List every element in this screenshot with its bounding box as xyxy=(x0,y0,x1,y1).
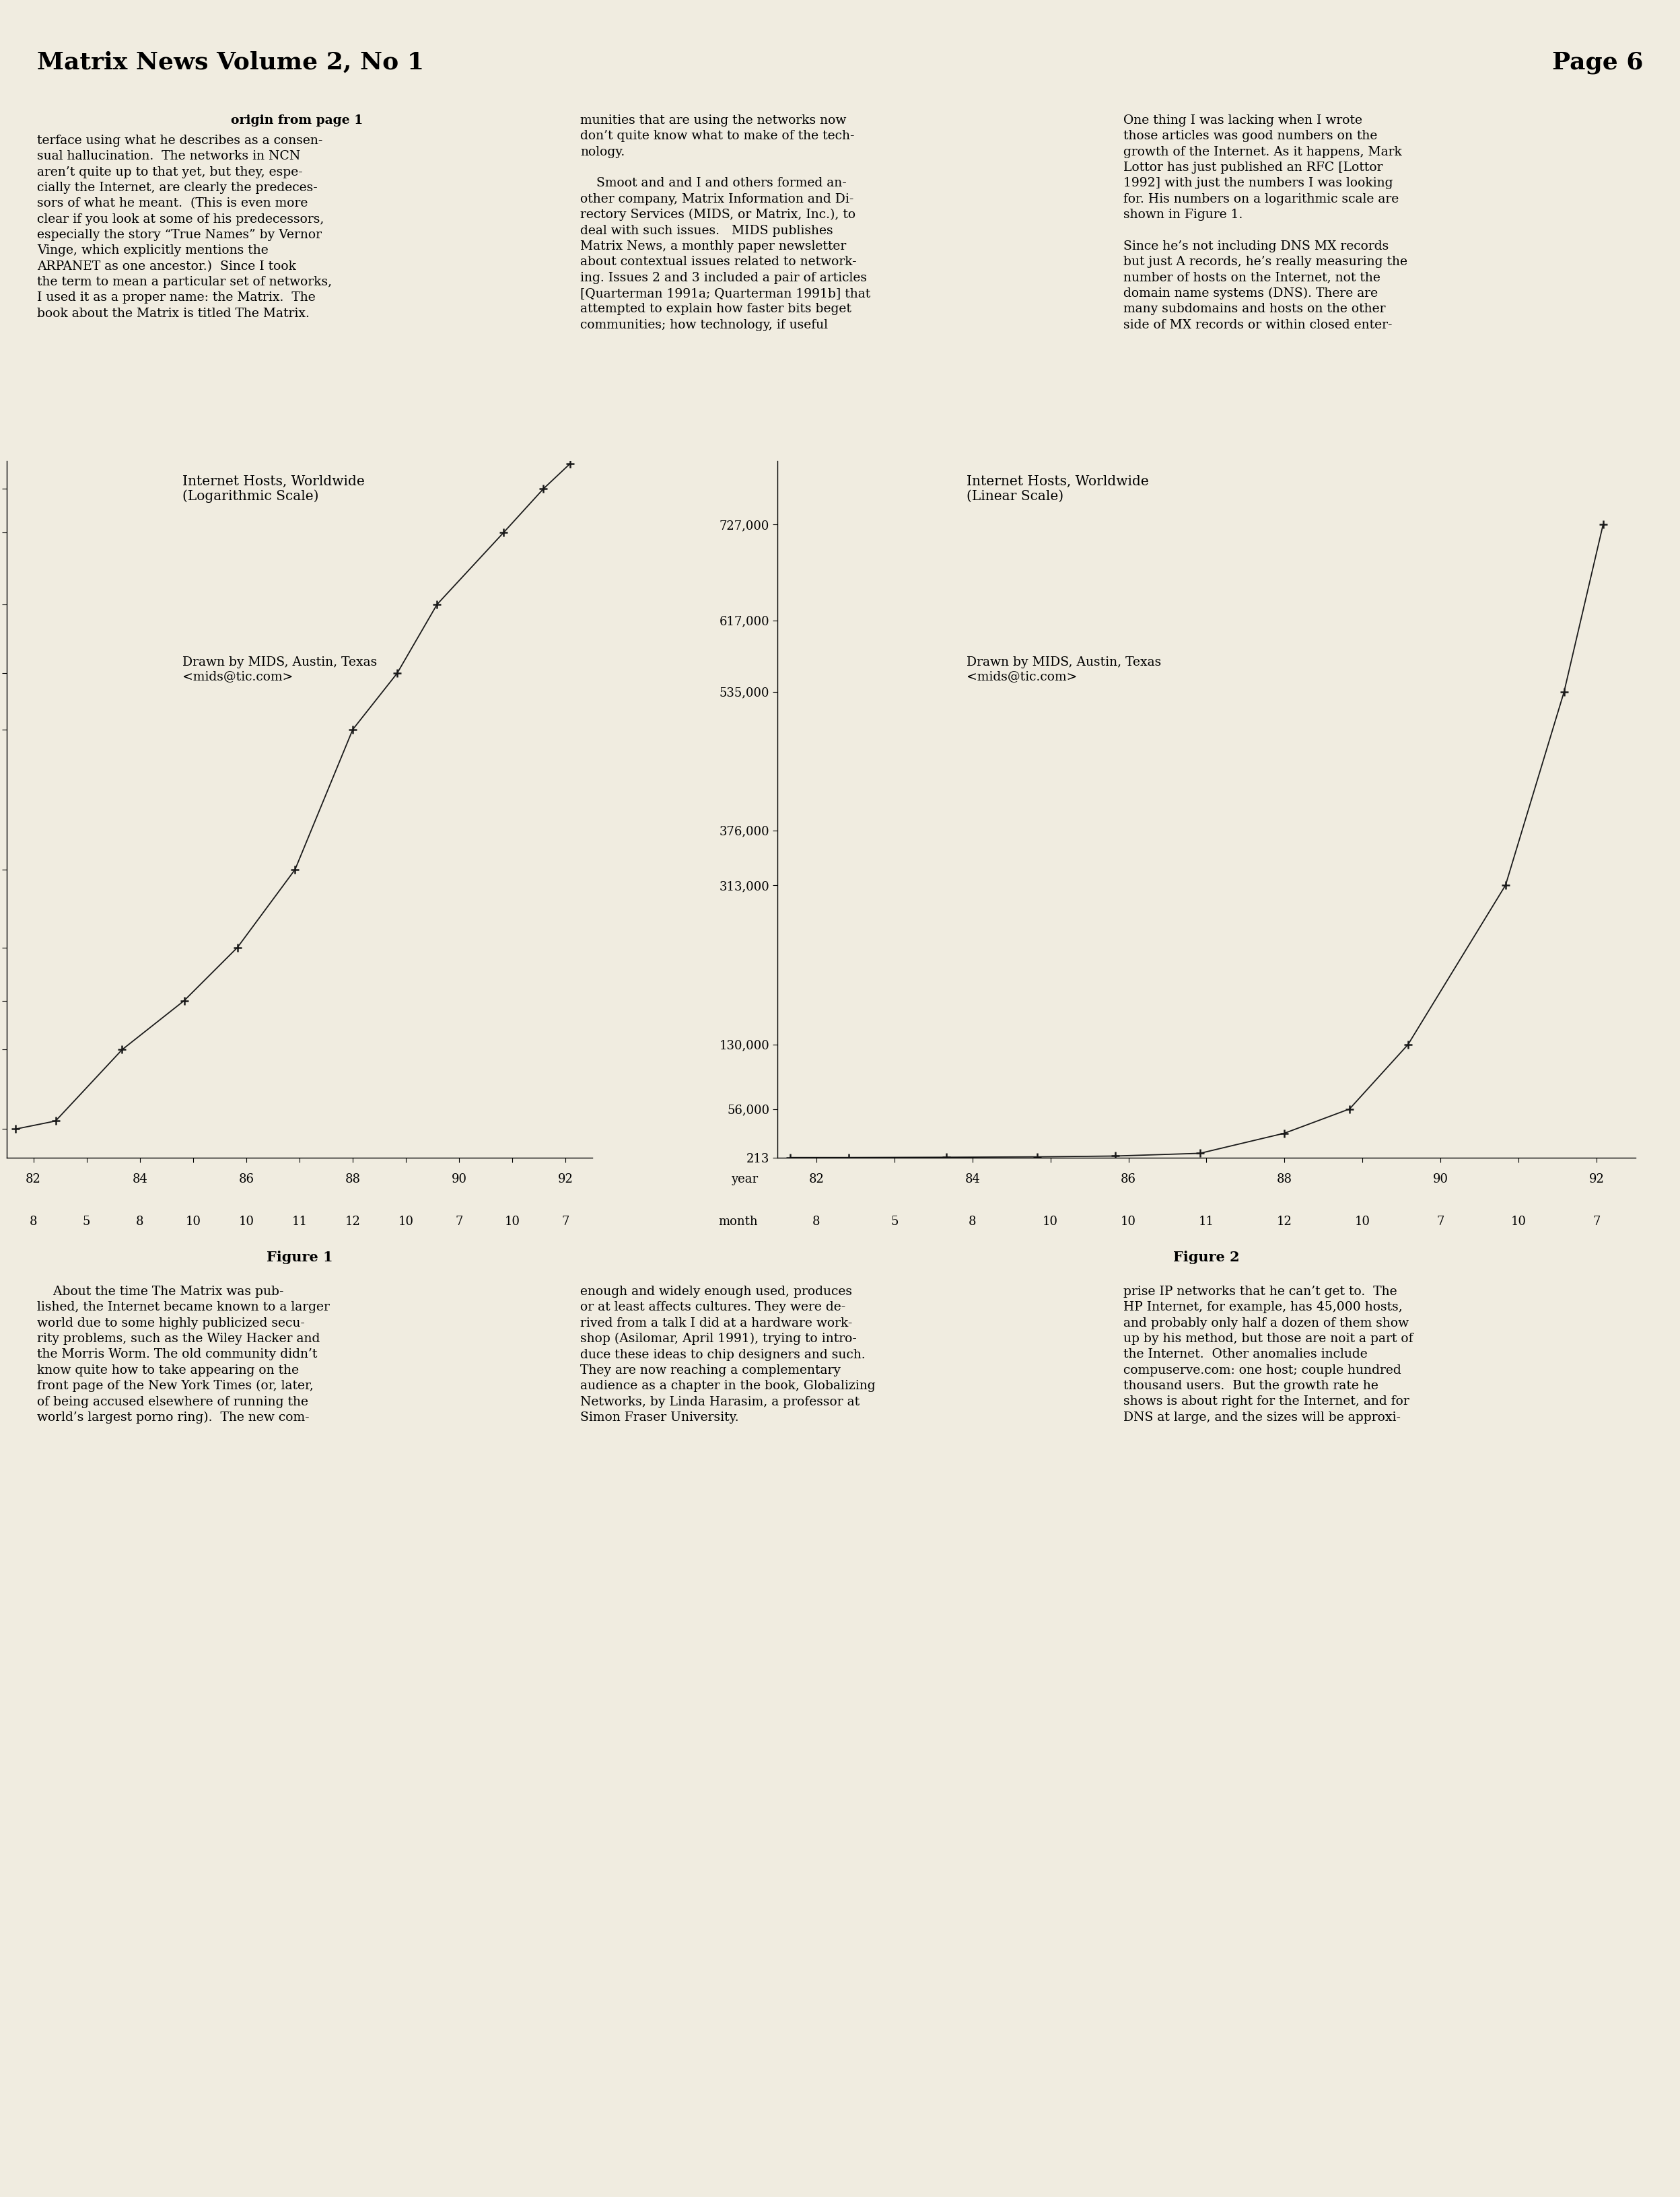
Text: 88: 88 xyxy=(1277,1173,1292,1186)
Text: 10: 10 xyxy=(398,1215,413,1228)
Text: 5: 5 xyxy=(82,1215,91,1228)
Text: Page 6: Page 6 xyxy=(1552,51,1643,75)
Text: One thing I was lacking when I wrote
those articles was good numbers on the
grow: One thing I was lacking when I wrote tho… xyxy=(1124,114,1408,332)
Text: 5: 5 xyxy=(890,1215,899,1228)
Text: month: month xyxy=(719,1215,758,1228)
Text: 7: 7 xyxy=(1593,1215,1601,1228)
Text: 92: 92 xyxy=(558,1173,573,1186)
Text: munities that are using the networks now
don’t quite know what to make of the te: munities that are using the networks now… xyxy=(580,114,870,332)
Text: 84: 84 xyxy=(133,1173,148,1186)
Text: 84: 84 xyxy=(964,1173,979,1186)
Text: 10: 10 xyxy=(1121,1215,1136,1228)
Text: 10: 10 xyxy=(1354,1215,1371,1228)
Text: 82: 82 xyxy=(25,1173,40,1186)
Text: Matrix News Volume 2, No 1: Matrix News Volume 2, No 1 xyxy=(37,51,423,75)
Text: Figure 1: Figure 1 xyxy=(267,1250,333,1263)
Text: 86: 86 xyxy=(239,1173,254,1186)
Text: 10: 10 xyxy=(1510,1215,1527,1228)
Text: 92: 92 xyxy=(1589,1173,1604,1186)
Text: 11: 11 xyxy=(1200,1215,1215,1228)
Text: 8: 8 xyxy=(136,1215,144,1228)
Text: 7: 7 xyxy=(455,1215,464,1228)
Text: Internet Hosts, Worldwide
(Linear Scale): Internet Hosts, Worldwide (Linear Scale) xyxy=(966,475,1149,503)
Text: origin from page 1: origin from page 1 xyxy=(230,114,363,127)
Text: 90: 90 xyxy=(452,1173,467,1186)
Text: Internet Hosts, Worldwide
(Logarithmic Scale): Internet Hosts, Worldwide (Logarithmic S… xyxy=(183,475,365,503)
Text: 12: 12 xyxy=(344,1215,361,1228)
Text: 8: 8 xyxy=(969,1215,976,1228)
Text: enough and widely enough used, produces
or at least affects cultures. They were : enough and widely enough used, produces … xyxy=(580,1285,875,1424)
Text: About the time The Matrix was pub-
lished, the Internet became known to a larger: About the time The Matrix was pub- lishe… xyxy=(37,1285,329,1424)
Text: 86: 86 xyxy=(1121,1173,1136,1186)
Text: 88: 88 xyxy=(344,1173,361,1186)
Text: 7: 7 xyxy=(1436,1215,1445,1228)
Text: 90: 90 xyxy=(1433,1173,1448,1186)
Text: 10: 10 xyxy=(1043,1215,1058,1228)
Text: 8: 8 xyxy=(30,1215,37,1228)
Text: terface using what he describes as a consen-
sual hallucination.  The networks i: terface using what he describes as a con… xyxy=(37,134,333,319)
Text: Figure 2: Figure 2 xyxy=(1173,1250,1240,1263)
Text: 10: 10 xyxy=(504,1215,521,1228)
Text: 7: 7 xyxy=(561,1215,570,1228)
Text: 10: 10 xyxy=(239,1215,254,1228)
Text: Drawn by MIDS, Austin, Texas
<mids@tic.com>: Drawn by MIDS, Austin, Texas <mids@tic.c… xyxy=(966,657,1161,683)
Text: 10: 10 xyxy=(185,1215,202,1228)
Text: 82: 82 xyxy=(808,1173,825,1186)
Text: 12: 12 xyxy=(1277,1215,1292,1228)
Text: Drawn by MIDS, Austin, Texas
<mids@tic.com>: Drawn by MIDS, Austin, Texas <mids@tic.c… xyxy=(183,657,376,683)
Text: prise IP networks that he can’t get to.  The
HP Internet, for example, has 45,00: prise IP networks that he can’t get to. … xyxy=(1124,1285,1413,1424)
Text: 11: 11 xyxy=(292,1215,307,1228)
Text: year: year xyxy=(731,1173,758,1186)
Text: 8: 8 xyxy=(813,1215,820,1228)
